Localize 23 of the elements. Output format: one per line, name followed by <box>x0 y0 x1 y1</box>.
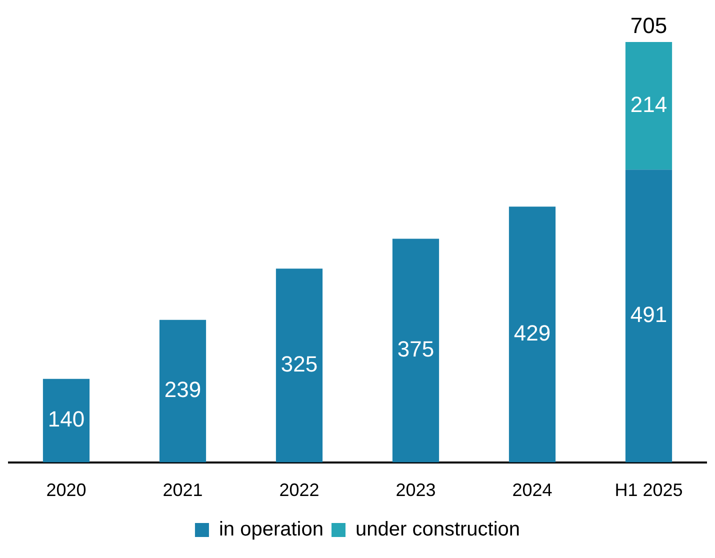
x-tick-label: 2024 <box>512 480 552 500</box>
data-label: 140 <box>48 406 85 432</box>
legend-label: under construction <box>355 518 520 541</box>
x-tick-label: 2021 <box>162 480 203 500</box>
data-label: 325 <box>280 352 318 377</box>
x-tick-label: 2023 <box>396 480 436 500</box>
bar <box>508 206 556 462</box>
bar <box>625 42 672 170</box>
x-tick-label: H1 2025 <box>614 480 683 500</box>
data-label: 429 <box>514 320 551 346</box>
legend-label: in operation <box>218 518 324 541</box>
bar <box>392 238 440 462</box>
bar <box>276 268 323 462</box>
total-label: 705 <box>630 13 668 38</box>
data-label: 491 <box>630 302 668 328</box>
data-label: 214 <box>630 92 668 117</box>
data-label: 239 <box>164 377 202 402</box>
bar <box>42 378 90 462</box>
x-tick-label: 2020 <box>46 480 86 500</box>
bar <box>625 170 672 462</box>
bar <box>159 320 206 462</box>
x-tick-label: 2022 <box>279 480 320 500</box>
data-label: 375 <box>397 336 434 362</box>
